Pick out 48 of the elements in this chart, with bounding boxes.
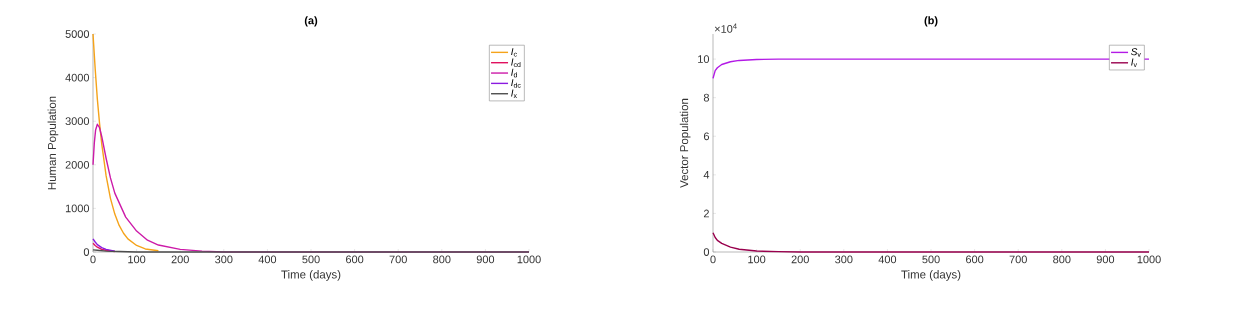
y-tick-label: 6 — [703, 132, 710, 141]
chart-title: (a) — [304, 16, 318, 27]
x-tick-label: 400 — [878, 255, 897, 264]
legend-label: I$_{dc}$ — [511, 79, 521, 88]
y-tick-label: 2 — [703, 209, 709, 218]
x-tick-label: 200 — [791, 255, 809, 264]
chart-title: (b) — [924, 16, 938, 27]
legend-label: I$_{x}$ — [511, 89, 517, 98]
x-tick-label: 600 — [966, 255, 984, 264]
x-axis-title: Time (days) — [281, 270, 341, 281]
legend-label: S$_{v}$ — [1131, 48, 1141, 57]
legend-label: I$_{cd}$ — [511, 58, 521, 68]
x-tick-label: 100 — [128, 255, 146, 264]
x-tick-label: 900 — [476, 255, 495, 264]
x-tick-label: 700 — [1009, 255, 1027, 264]
x-tick-label: 300 — [215, 255, 233, 264]
x-tick-label: 1000 — [517, 255, 541, 264]
x-tick-label: 800 — [433, 255, 451, 264]
x-tick-label: 100 — [748, 255, 766, 264]
x-tick-label: 500 — [302, 255, 320, 264]
y-tick-label: 4 — [703, 171, 710, 179]
legend-label: I$_{v}$ — [1131, 58, 1137, 67]
x-tick-label: 0 — [90, 255, 96, 264]
x-tick-label: 500 — [922, 255, 940, 264]
y-tick-label: 1000 — [65, 204, 90, 213]
text: ×10$^{4}$ — [714, 23, 737, 33]
y-tick-label: 5000 — [65, 30, 90, 38]
y-tick-label: 10 — [698, 55, 710, 63]
legend-label: I$_{d}$ — [511, 68, 517, 78]
y-tick-label: 3000 — [65, 117, 90, 126]
y-axis-title: Vector Population — [679, 98, 691, 188]
x-tick-label: 600 — [346, 255, 364, 264]
x-tick-label: 700 — [389, 255, 407, 264]
x-tick-label: 900 — [1096, 255, 1115, 264]
y-tick-label: 0 — [83, 248, 90, 256]
y-tick-label: 0 — [703, 248, 710, 256]
x-tick-label: 1000 — [1137, 255, 1161, 264]
y-axis-title: Human Population — [47, 96, 59, 190]
x-tick-label: 0 — [710, 255, 716, 264]
y-tick-label: 4000 — [65, 73, 90, 82]
x-tick-label: 200 — [171, 255, 189, 264]
legend-label: I$_{c}$ — [511, 48, 517, 57]
x-tick-label: 300 — [835, 255, 853, 264]
x-tick-label: 800 — [1053, 255, 1071, 264]
y-tick-label: 8 — [703, 93, 710, 102]
x-axis-title: Time (days) — [901, 270, 961, 281]
y-tick-label: 2000 — [65, 160, 90, 169]
x-tick-label: 400 — [258, 255, 277, 264]
